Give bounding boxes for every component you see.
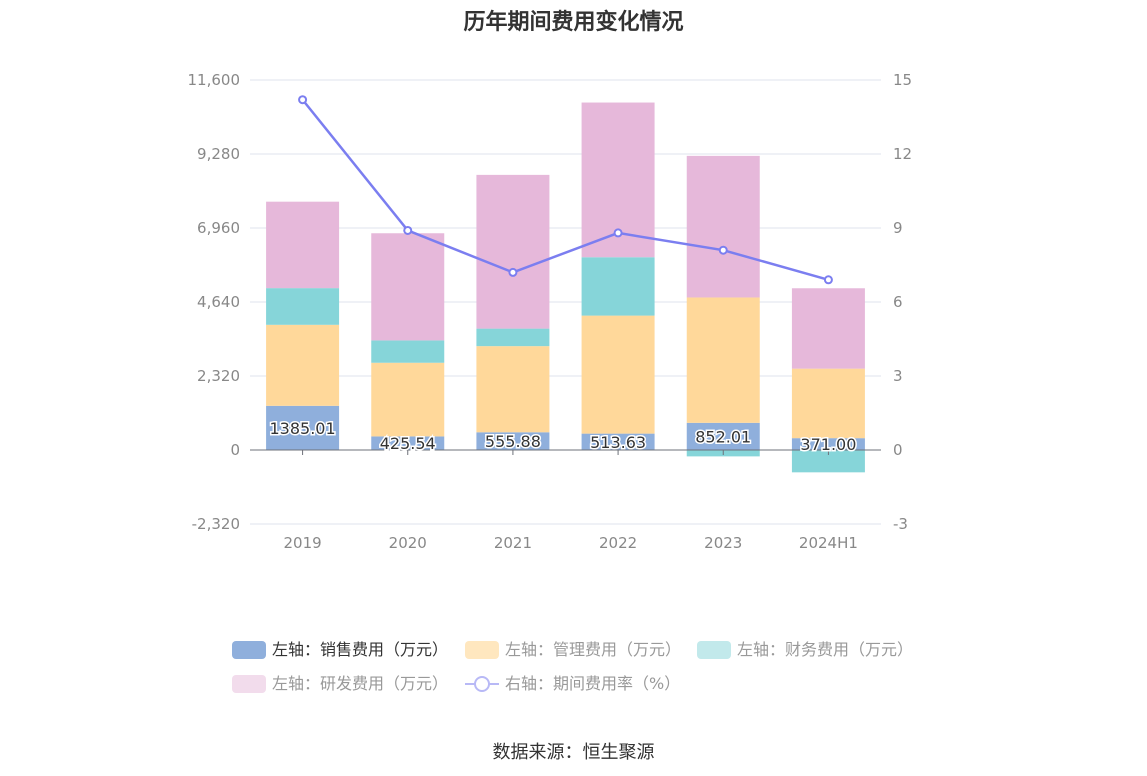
chart-plot: 11,600 9,280 6,960 4,640 2,320 0 -2,320 15 12 9 6 3… (188, 71, 913, 552)
bar-rd (266, 201, 340, 289)
bar-sales (686, 422, 760, 450)
data-label-sales: 555.88 (485, 432, 541, 451)
bar-admin (686, 297, 760, 423)
bar-admin (791, 368, 865, 439)
bar-admin (371, 362, 445, 437)
y-left-tick-label: 9,280 (197, 145, 240, 163)
bar-rd (371, 233, 445, 341)
point-rate (613, 228, 623, 238)
y-right-tick-label: 15 (893, 71, 912, 89)
bar-finance (581, 257, 655, 316)
data-label-sales: 852.01 (695, 427, 751, 446)
x-tick-label: 2022 (599, 534, 637, 552)
legend-label-rate: 右轴：期间费用率（%） (505, 674, 681, 693)
bar-sales (476, 432, 550, 450)
y-right-tick-label: 9 (893, 219, 903, 237)
bar-finance (371, 340, 445, 363)
legend-label-admin: 左轴：管理费用（万元） (505, 640, 682, 659)
legend-label-finance: 左轴：财务费用（万元） (737, 640, 914, 659)
legend-line-marker-icon (465, 676, 499, 692)
data-label-sales: 513.63 (590, 433, 646, 452)
bar-sales (581, 433, 655, 450)
point-rate (508, 267, 518, 277)
legend-label-rd: 左轴：研发费用（万元） (272, 674, 449, 693)
y-left-tick-label: 0 (230, 441, 240, 459)
y-right-tick-label: 0 (893, 441, 903, 459)
data-label-sales: 1385.01 (269, 419, 335, 438)
x-tick-label: 2019 (283, 534, 321, 552)
point-rate (823, 275, 833, 285)
x-tick-label: 2020 (389, 534, 427, 552)
legend-swatch-finance (697, 641, 731, 659)
source-note: 数据来源：恒生聚源 (492, 742, 655, 763)
bar-admin (581, 315, 655, 434)
y-right-tick-label: 12 (893, 145, 912, 163)
point-rate (298, 95, 308, 105)
chart-title: 历年期间费用变化情况 (463, 10, 684, 35)
y-left-tick-label: 2,320 (197, 367, 240, 385)
legend-label-sales: 左轴：销售费用（万元） (272, 640, 449, 659)
line-rate-series (301, 98, 829, 282)
bar-admin (476, 346, 550, 433)
data-label-sales: 425.54 (380, 434, 436, 453)
y-right-tick-label: -3 (893, 515, 908, 533)
bar-finance (476, 328, 550, 347)
y-left-tick-label: 6,960 (197, 219, 240, 237)
y-left-tick-label: -2,320 (192, 515, 240, 533)
x-tick-label: 2023 (704, 534, 742, 552)
bar-rd (686, 155, 760, 298)
bar-sales (266, 405, 340, 450)
y-left-tick-label: 11,600 (188, 71, 241, 89)
data-label-sales: 371.00 (800, 435, 856, 454)
bar-rd (476, 174, 550, 329)
y-right-tick-label: 3 (893, 367, 903, 385)
bar-finance (791, 450, 865, 473)
point-rate (718, 245, 728, 255)
y-right-tick-label: 6 (893, 293, 903, 311)
x-tick-label: 2021 (494, 534, 532, 552)
legend-swatch-admin (465, 641, 499, 659)
y-left-tick-label: 4,640 (197, 293, 240, 311)
x-tick-label: 2024H1 (799, 534, 858, 552)
legend-swatch-sales (232, 641, 266, 659)
bar-rd (791, 288, 865, 369)
bar-sales (371, 436, 445, 450)
bar-finance (266, 288, 340, 325)
bar-admin (266, 324, 340, 406)
bar-sales (791, 438, 865, 450)
point-rate (403, 225, 413, 235)
legend-swatch-rd (232, 675, 266, 693)
